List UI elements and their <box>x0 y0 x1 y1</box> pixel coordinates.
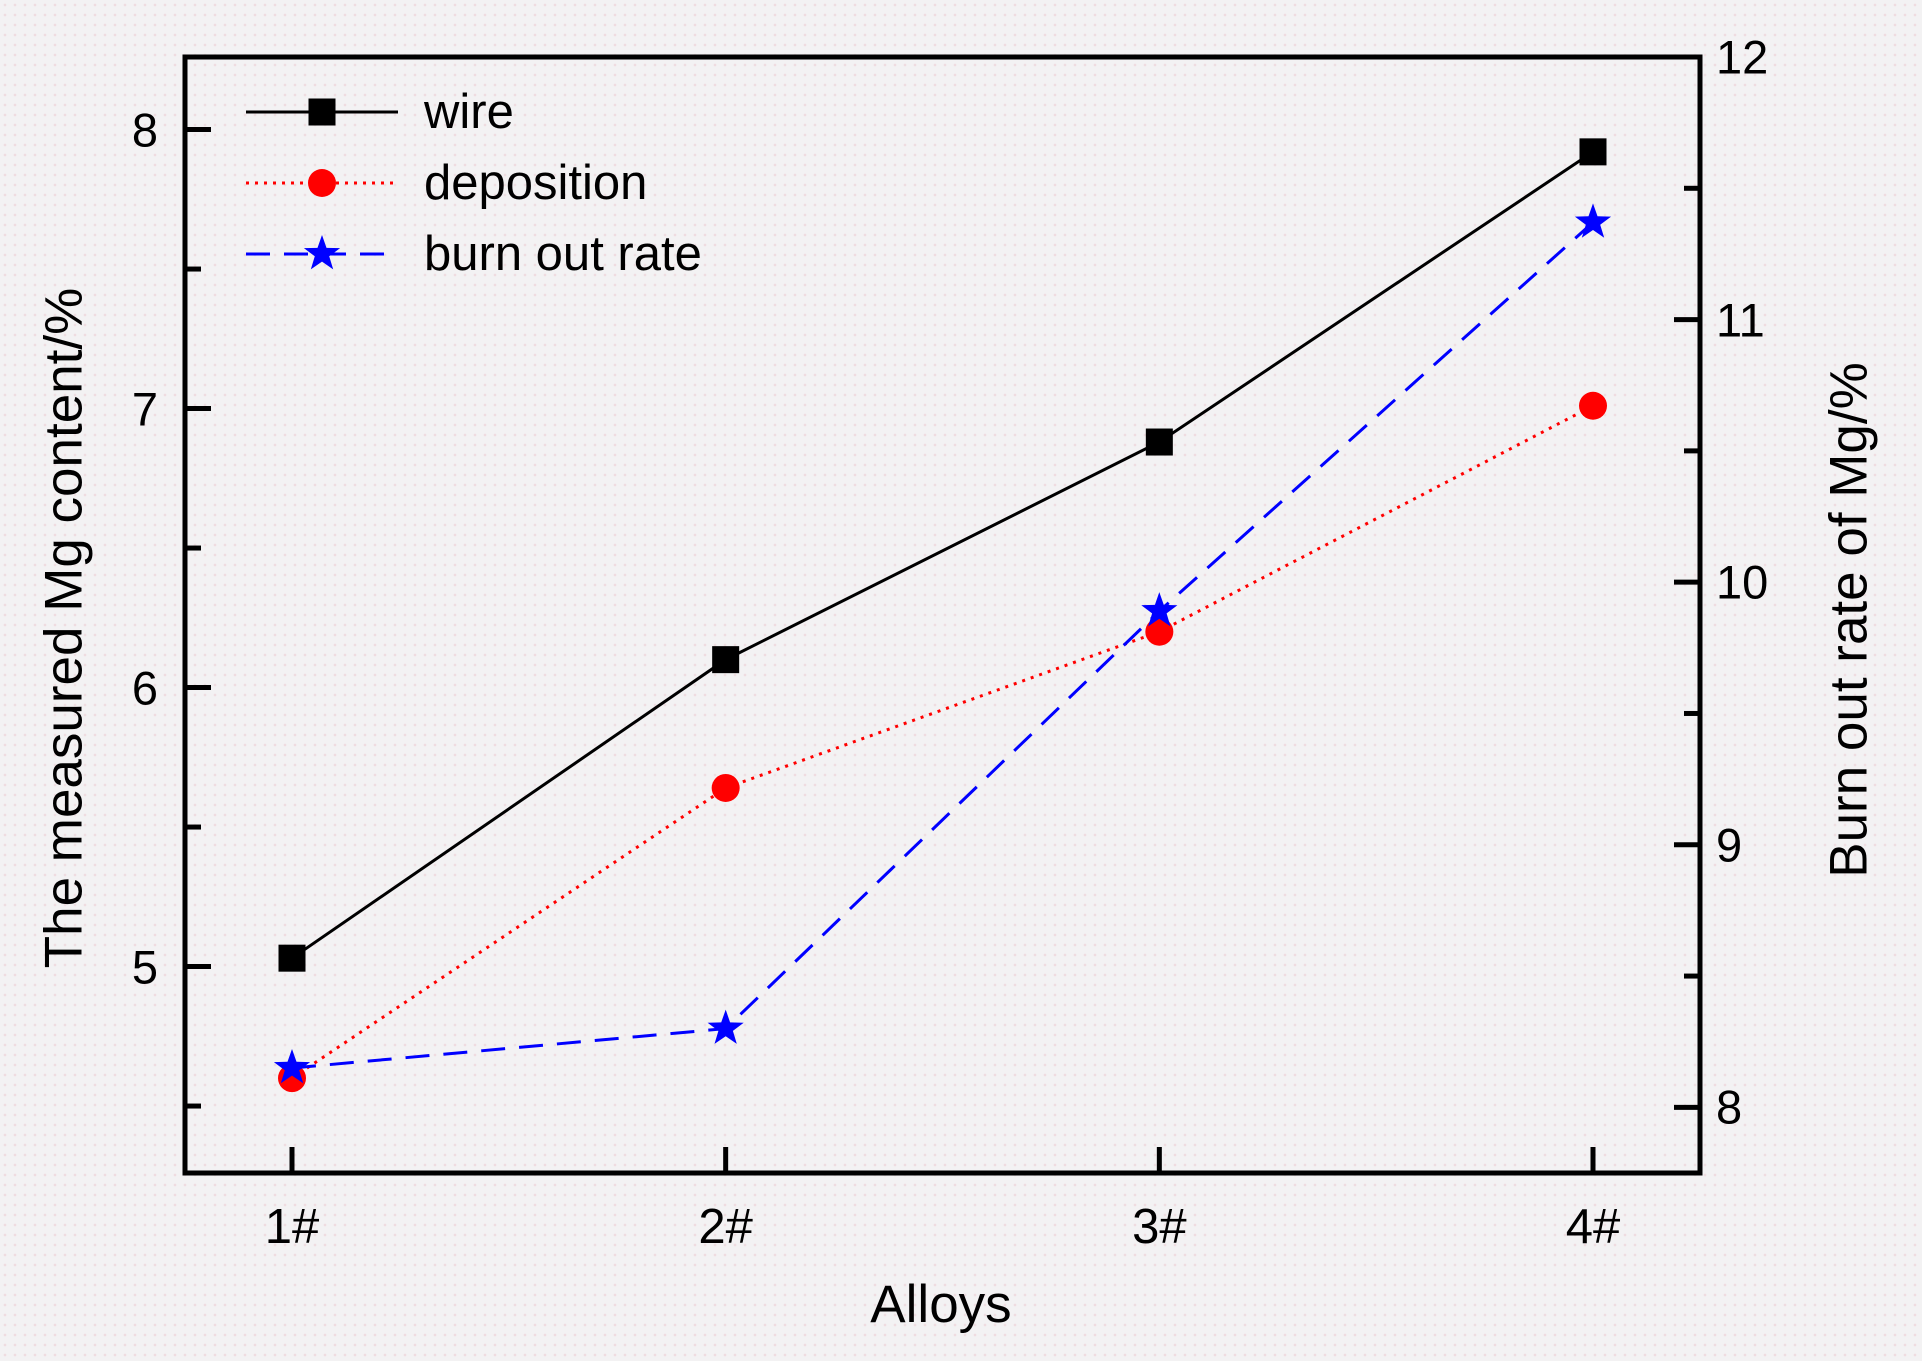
data-point-marker-square <box>1579 138 1607 166</box>
legend: wire deposition burn out rate <box>242 76 702 289</box>
x-axis-title: Alloys <box>870 1275 1012 1334</box>
data-point-marker-star <box>1141 592 1178 627</box>
series-line-wire <box>291 150 1594 960</box>
series-line-burn-out-rate <box>291 221 1595 1070</box>
data-point-marker-star <box>1574 203 1612 238</box>
data-point-marker-circle <box>711 773 740 802</box>
data-point-marker-star <box>707 1009 744 1044</box>
legend-label: wire <box>424 84 514 139</box>
series-wire <box>278 138 1607 972</box>
y-axis-title-right: Burn out rate of Mg/% <box>1819 362 1879 878</box>
data-point-marker-star <box>273 1049 311 1084</box>
legend-sample-marker <box>308 98 336 125</box>
plot-border <box>182 54 1703 1176</box>
legend-item-wire: wire <box>242 76 702 147</box>
legend-label: deposition <box>424 155 648 210</box>
legend-sample-marker <box>308 168 336 197</box>
legend-label: burn out rate <box>424 226 702 281</box>
y-axis-title-left: The measured Mg content/% <box>34 287 94 969</box>
legend-marker-wire-square-icon <box>246 98 398 125</box>
legend-item-burn-out-rate: burn out rate <box>242 218 702 289</box>
series-line-deposition <box>291 404 1594 1080</box>
legend-sample-marker <box>303 234 341 269</box>
legend-item-deposition: deposition <box>242 147 702 218</box>
legend-marker-deposition-circle-icon <box>246 168 398 197</box>
series-deposition <box>278 391 1607 1093</box>
data-point-marker-circle <box>1579 391 1607 420</box>
data-point-marker-square <box>712 646 740 674</box>
data-point-marker-square <box>1145 428 1173 456</box>
data-point-marker-circle <box>1145 617 1174 646</box>
series-burn-out-rate <box>273 203 1612 1084</box>
data-point-marker-square <box>278 944 306 972</box>
legend-marker-burn-out-rate-star-icon <box>246 234 398 269</box>
